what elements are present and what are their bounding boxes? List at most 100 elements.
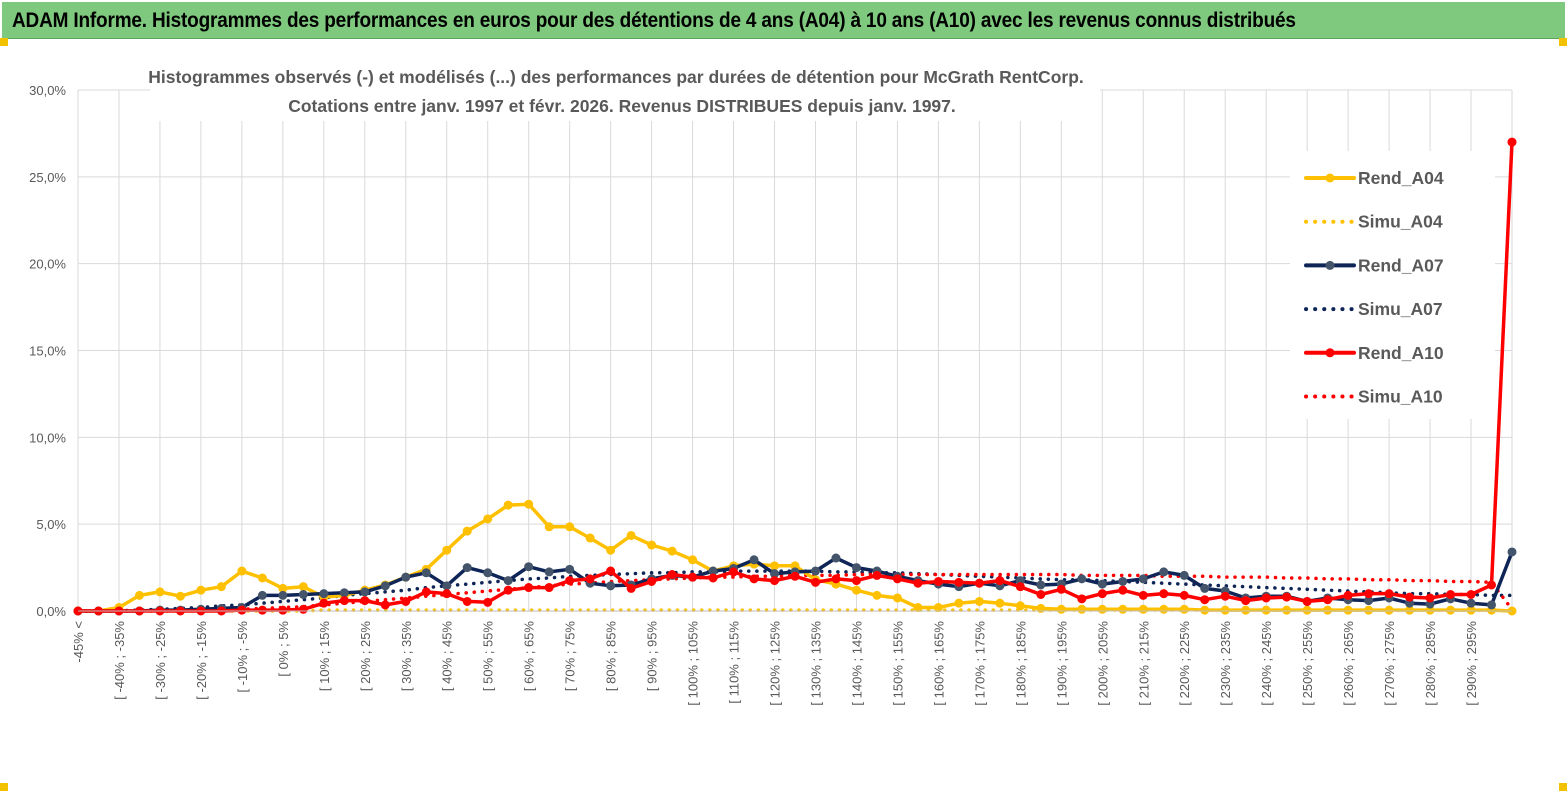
data-point-rend-a04 — [954, 598, 964, 608]
chart-title-background — [150, 61, 1100, 121]
data-point-rend-a04 — [462, 526, 472, 536]
corner-mark-bottom-left — [0, 783, 8, 791]
x-tick-label: [ -20% ; -15% — [194, 621, 209, 700]
data-point-rend-a04 — [913, 603, 923, 613]
x-tick-label: [ 210% ; 215% — [1136, 621, 1151, 706]
x-tick-label: [ 230% ; 235% — [1218, 621, 1233, 706]
data-point-rend-a04 — [1241, 605, 1251, 615]
y-tick-label: 15,0% — [29, 344, 66, 359]
data-point-rend-a07 — [1138, 574, 1148, 584]
data-point-rend-a04 — [647, 540, 657, 550]
data-point-rend-a04 — [1138, 604, 1148, 614]
data-point-rend-a04 — [585, 533, 595, 543]
data-point-rend-a04 — [524, 499, 534, 509]
data-point-rend-a10 — [524, 583, 534, 593]
x-tick-label: [ 270% ; 275% — [1382, 621, 1397, 706]
corner-mark-top-left — [0, 38, 8, 46]
data-point-rend-a04 — [1077, 604, 1087, 614]
data-point-rend-a07 — [1118, 576, 1128, 586]
legend-marker — [1325, 260, 1335, 270]
data-point-rend-a07 — [1466, 598, 1476, 608]
data-point-rend-a04 — [196, 585, 206, 595]
data-point-rend-a07 — [1200, 583, 1210, 593]
x-tick-label: [ 140% ; 145% — [849, 621, 864, 706]
data-point-rend-a10 — [708, 573, 718, 583]
legend-item-simu-a07: Simu_A07 — [1304, 299, 1443, 319]
data-point-rend-a10 — [257, 605, 267, 615]
data-point-rend-a10 — [380, 600, 390, 610]
x-tick-label: [ 80% ; 85% — [604, 621, 619, 692]
data-point-rend-a10 — [770, 576, 780, 586]
data-point-rend-a10 — [1036, 590, 1046, 600]
x-tick-label: -45% < — [71, 621, 86, 663]
x-tick-label: [ 20% ; 25% — [358, 621, 373, 692]
legend: Rend_A04 Simu_A04 Rend_A07 Simu_A07 Rend_A10… — [1290, 151, 1495, 419]
x-tick-label: [ 40% ; 45% — [440, 621, 455, 692]
x-tick-label: [ 180% ; 185% — [1013, 621, 1028, 706]
x-tick-label: [ 120% ; 125% — [768, 621, 783, 706]
legend-marker — [1325, 348, 1335, 358]
data-point-rend-a10 — [1302, 596, 1312, 606]
data-point-rend-a07 — [380, 581, 390, 591]
data-point-rend-a10 — [872, 570, 882, 580]
data-point-rend-a07 — [401, 572, 411, 582]
legend-label: Simu_A10 — [1358, 387, 1443, 407]
data-point-rend-a04 — [1200, 605, 1210, 615]
data-point-rend-a10 — [1425, 593, 1435, 603]
data-point-rend-a10 — [319, 598, 329, 608]
y-tick-label: 20,0% — [29, 257, 66, 272]
x-tick-label: [ 30% ; 35% — [399, 621, 414, 692]
data-point-rend-a10 — [1487, 580, 1497, 590]
data-point-rend-a07 — [606, 581, 616, 591]
data-point-rend-a04 — [933, 603, 943, 613]
data-point-rend-a10 — [1364, 589, 1374, 599]
x-tick-label: [ 90% ; 95% — [645, 621, 660, 692]
data-point-rend-a07 — [524, 562, 534, 572]
data-point-rend-a07 — [257, 590, 267, 600]
data-point-rend-a10 — [729, 567, 739, 577]
data-point-rend-a07 — [544, 567, 554, 577]
data-point-rend-a07 — [278, 590, 288, 600]
data-point-rend-a04 — [1364, 605, 1374, 615]
data-point-rend-a10 — [749, 574, 759, 584]
data-point-rend-a07 — [503, 576, 513, 586]
data-point-rend-a10 — [1466, 590, 1476, 600]
data-point-rend-a10 — [831, 574, 841, 584]
data-point-rend-a04 — [1015, 601, 1025, 611]
legend-label: Simu_A07 — [1358, 299, 1443, 319]
x-tick-label: [ 160% ; 165% — [931, 621, 946, 706]
legend-marker — [1325, 173, 1335, 183]
axis-layer: 0,0% 5,0% 10,0% 15,0% 20,0% 25,0% 30,0% -45% < [… — [29, 83, 1512, 706]
series-line-rend-a07 — [76, 550, 1514, 613]
data-point-rend-a04 — [667, 546, 677, 556]
x-tick-label: [ 0% ; 5% — [276, 621, 291, 677]
data-point-rend-a10 — [995, 576, 1005, 586]
data-point-rend-a10 — [483, 597, 493, 607]
data-point-rend-a10 — [360, 596, 370, 606]
data-point-rend-a04 — [1323, 605, 1333, 615]
data-point-rend-a10 — [544, 583, 554, 593]
data-point-rend-a07 — [831, 553, 841, 563]
x-tick-label: [ 130% ; 135% — [808, 621, 823, 706]
x-tick-label: [ 280% ; 285% — [1423, 621, 1438, 706]
data-point-rend-a10 — [1323, 595, 1333, 605]
legend-item-rend-a04: Rend_A04 — [1304, 168, 1444, 188]
data-point-rend-a04 — [1302, 605, 1312, 615]
data-point-rend-a07 — [1507, 547, 1517, 557]
data-point-rend-a04 — [1261, 605, 1271, 615]
data-point-rend-a07 — [1097, 579, 1107, 589]
legend-label: Rend_A10 — [1358, 343, 1444, 363]
data-point-rend-a07 — [749, 555, 759, 565]
corner-mark-top-right — [1559, 38, 1567, 46]
data-point-rend-a04 — [892, 593, 902, 603]
data-point-rend-a10 — [851, 576, 861, 586]
data-point-rend-a10 — [462, 596, 472, 606]
legend-label: Simu_A04 — [1358, 212, 1443, 232]
data-point-rend-a04 — [688, 555, 698, 565]
data-point-rend-a10 — [1446, 590, 1456, 600]
x-tick-label: [ -40% ; -35% — [112, 621, 127, 700]
legend-item-rend-a10: Rend_A10 — [1304, 343, 1444, 363]
data-point-rend-a04 — [1159, 604, 1169, 614]
data-point-rend-a04 — [237, 566, 247, 576]
data-point-rend-a04 — [216, 582, 226, 592]
